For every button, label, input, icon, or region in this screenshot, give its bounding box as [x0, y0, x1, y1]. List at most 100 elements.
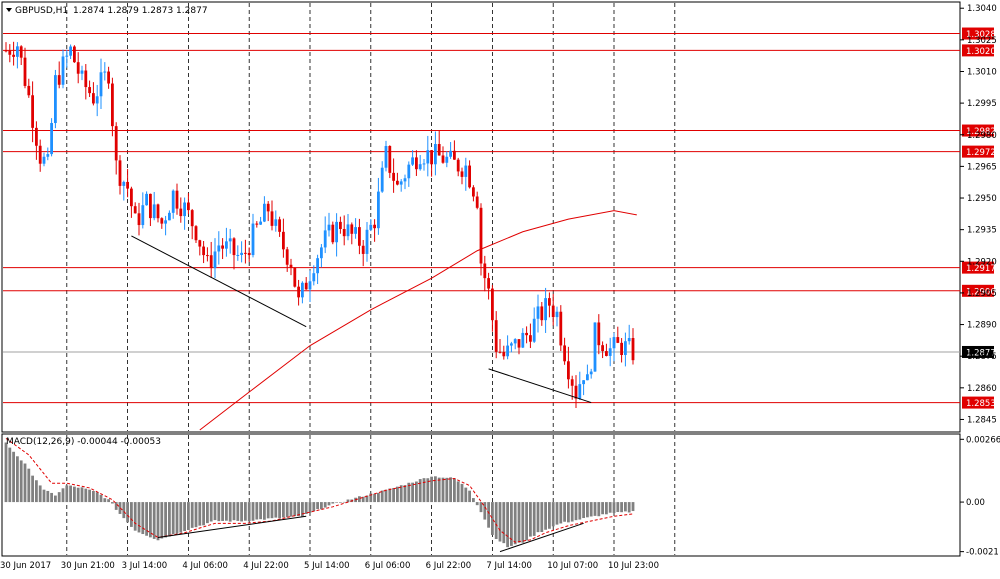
macd-bar	[521, 502, 525, 543]
candle-body	[8, 50, 12, 55]
candle-body	[107, 71, 110, 84]
macd-bar	[251, 502, 255, 521]
candle-body	[84, 70, 88, 88]
candle-body	[103, 71, 107, 73]
macd-bar	[12, 451, 15, 503]
candle-body	[521, 332, 525, 348]
macd-bar	[563, 502, 566, 522]
macd-bar	[540, 502, 544, 533]
candle-body	[426, 150, 430, 164]
collapse-triangle-icon[interactable]	[6, 8, 12, 12]
macd-bar	[559, 502, 563, 524]
macd-bar	[27, 468, 31, 503]
candle-body	[377, 191, 380, 229]
macd-bar	[418, 479, 422, 503]
y-tick-label: 1.2890	[967, 321, 997, 331]
macd-bar	[293, 502, 297, 517]
macd-bar	[407, 482, 411, 503]
candle-body	[608, 348, 612, 356]
level-label-box	[962, 27, 994, 40]
candle-body	[126, 181, 129, 189]
macd-bar	[373, 493, 376, 503]
candle-body	[354, 227, 357, 234]
macd-bar	[92, 490, 95, 503]
candle-body	[453, 150, 456, 160]
candle-body	[4, 50, 8, 52]
symbol-title: GBPUSD,H1	[15, 6, 68, 16]
macd-bar	[468, 490, 471, 503]
candle-body	[517, 339, 521, 348]
candle-body	[563, 345, 566, 362]
macd-bar	[54, 495, 57, 503]
macd-bar	[274, 502, 278, 518]
trendlines-main	[131, 235, 592, 404]
macd-bar	[217, 502, 221, 522]
macd-bar	[327, 502, 331, 506]
candle-body	[130, 188, 133, 207]
level-label-box	[962, 261, 994, 274]
macd-histogram	[4, 442, 635, 548]
candle-body	[593, 322, 597, 372]
macd-bar	[95, 492, 99, 503]
macd-signal	[5, 437, 634, 543]
candle-body	[236, 254, 240, 256]
macd-bar	[320, 502, 323, 510]
macd-bar	[567, 502, 570, 523]
macd-bar	[65, 485, 69, 503]
macd-tick-label: 0.00266	[966, 435, 1000, 445]
candle-body	[16, 46, 19, 57]
macd-bar	[232, 502, 236, 521]
candle-body	[506, 345, 509, 357]
candle-body	[198, 240, 202, 247]
macd-bar	[536, 502, 540, 533]
macd-bar	[130, 502, 133, 527]
candle-body	[494, 320, 498, 352]
macd-bar	[4, 442, 8, 503]
candle-body	[373, 224, 376, 229]
candle-body	[403, 178, 407, 182]
candle-body	[365, 229, 369, 254]
y-tick-label: 1.2980	[967, 131, 997, 141]
macd-bar	[624, 502, 627, 512]
candle-body	[358, 227, 361, 246]
macd-bar	[449, 477, 452, 503]
macd-bar	[578, 502, 582, 520]
macd-bar	[122, 502, 126, 519]
candle-body	[308, 281, 312, 290]
main-pane-frame	[1, 1, 961, 433]
candle-body	[582, 380, 585, 385]
macd-bar	[380, 490, 384, 503]
macd-bar	[141, 502, 145, 535]
macd-bar	[202, 502, 205, 526]
candle-body	[548, 298, 551, 306]
candle-body	[304, 282, 308, 290]
candle-body	[278, 219, 281, 232]
macd-bar	[206, 502, 209, 524]
candle-body	[532, 318, 536, 342]
candle-body	[76, 62, 80, 74]
macd-bar	[475, 502, 479, 506]
macd-bar	[179, 502, 183, 533]
macd-bar	[111, 502, 114, 504]
candle-body	[388, 146, 392, 173]
macd-bar	[369, 493, 373, 503]
candle-body	[624, 341, 627, 356]
candle-body	[407, 164, 411, 179]
candle-body	[487, 278, 490, 289]
y-tick-label: 1.3025	[967, 36, 997, 46]
candle-body	[35, 127, 38, 146]
macd-bar	[118, 502, 122, 514]
macd-bar	[152, 502, 156, 539]
macd-bar	[464, 487, 468, 503]
candle-body	[137, 213, 141, 226]
macd-bar	[69, 485, 72, 503]
candle-body	[171, 190, 175, 213]
candle-body	[259, 221, 262, 225]
candle-body	[61, 56, 65, 85]
candle-body	[350, 224, 354, 234]
macd-bar	[23, 463, 27, 503]
macd-bar	[61, 488, 65, 503]
current-price-box	[962, 345, 994, 358]
